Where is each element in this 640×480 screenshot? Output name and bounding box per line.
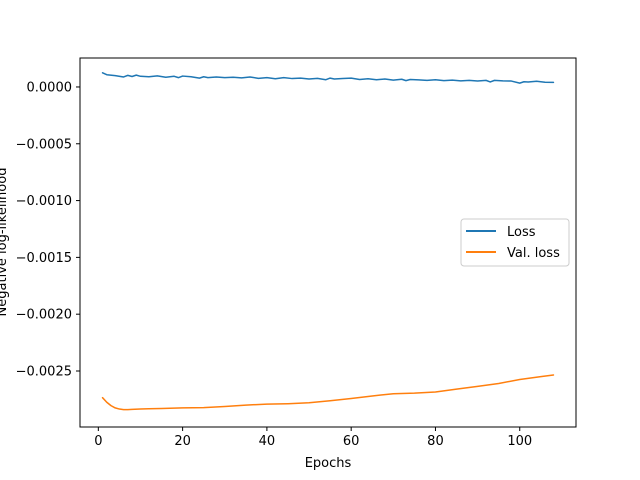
- x-tick-label: 20: [174, 434, 191, 449]
- x-tick-label: 40: [259, 434, 276, 449]
- y-axis-label: Negative log-likelihood: [0, 168, 10, 317]
- plot-frame: [79, 57, 577, 428]
- y-tick-label: −0.0025: [16, 364, 72, 379]
- x-tick-label: 0: [94, 434, 102, 449]
- series-line-val-loss: [101, 374, 555, 411]
- y-tick-label: −0.0005: [16, 137, 72, 152]
- legend-label-loss: Loss: [507, 225, 536, 240]
- y-tick-label: −0.0015: [16, 251, 72, 266]
- y-tick-label: −0.0010: [16, 194, 72, 209]
- x-tick-label: 80: [427, 434, 444, 449]
- x-tick-label: 100: [507, 434, 532, 449]
- x-axis: 0 20 40 60 80 100: [94, 427, 532, 449]
- series-line-loss: [101, 72, 555, 84]
- legend: Loss Val. loss: [460, 218, 570, 267]
- y-tick-label: −0.0020: [16, 308, 72, 323]
- y-axis: 0.0000 −0.0005 −0.0010 −0.0015 −0.0020 −0.002…: [16, 80, 80, 379]
- x-axis-label: Epochs: [305, 456, 352, 471]
- series-layer: [101, 72, 555, 411]
- legend-label-val-loss: Val. loss: [507, 246, 560, 261]
- y-tick-label: 0.0000: [27, 80, 73, 95]
- x-tick-label: 60: [343, 434, 360, 449]
